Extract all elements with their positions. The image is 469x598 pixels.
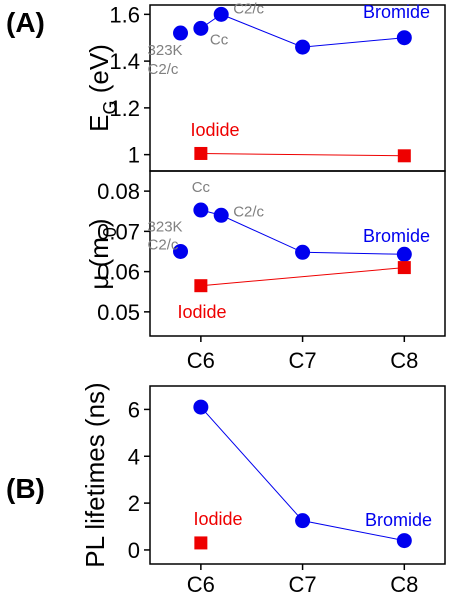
x-tick-label: C6: [187, 572, 215, 597]
bandgap-y-axis-title: EG (eV): [84, 44, 120, 132]
bromide-point: [193, 399, 209, 415]
bromide-line: [200, 209, 405, 255]
bromide-point: [396, 30, 412, 46]
iodide-point: [194, 146, 208, 160]
x-tick-label: C8: [390, 572, 418, 597]
phase-annotation: 323K: [148, 218, 183, 235]
y-tick-label: 0.05: [97, 300, 140, 325]
y-tick-label: 1: [128, 143, 140, 168]
mass-y-axis-title-main: μ (m: [84, 237, 114, 290]
y-tick-label: 1.6: [109, 2, 140, 27]
mass-plot-frame: [149, 170, 446, 337]
y-tick-label: 2: [128, 491, 140, 516]
panel-label-a: (A): [6, 7, 45, 38]
iodide-point: [397, 261, 411, 275]
bromide-point: [396, 533, 412, 549]
bandgap-y-axis-title-sub: G: [100, 100, 120, 114]
bromide-point: [213, 6, 229, 22]
y-tick-label: 0.08: [97, 179, 140, 204]
x-tick-label: C8: [390, 348, 418, 373]
iodide-line: [200, 267, 405, 287]
y-tick-label: 1.4: [109, 49, 140, 74]
y-tick-label: 0.06: [97, 260, 140, 285]
panel-label-b: (B): [6, 473, 45, 504]
x-tick-label: C6: [187, 348, 215, 373]
phase-annotation: 323K: [148, 42, 183, 59]
x-tick-label: C7: [289, 348, 317, 373]
iodide-point: [194, 536, 208, 550]
y-tick-label: 4: [128, 444, 140, 469]
phase-annotation: C2/c: [233, 0, 264, 17]
lifetime-plot: PL lifetimes (ns) 0 2 4 6 C6 C7 C8 Iodide Bromid…: [80, 382, 446, 597]
lifetime-plot-frame: [149, 385, 446, 565]
bromide-point: [173, 243, 189, 259]
phase-annotation: C2/c: [148, 236, 179, 253]
bromide-label: Bromide: [365, 510, 432, 530]
lifetime-y-axis-title: PL lifetimes (ns): [80, 382, 110, 567]
phase-annotation: C2/c: [233, 203, 264, 220]
phase-annotation: C2/c: [148, 61, 179, 78]
bandgap-y-axis-title-main: E: [84, 115, 114, 132]
bromide-point: [295, 244, 311, 260]
bromide-label: Bromide: [363, 226, 430, 246]
mass-y-axis-title-sub: 0: [100, 227, 120, 237]
bromide-point: [193, 202, 209, 218]
iodide-point: [397, 149, 411, 163]
bromide-point: [396, 246, 412, 262]
bromide-point: [295, 513, 311, 529]
iodide-point: [194, 279, 208, 293]
x-tick-label: C7: [289, 572, 317, 597]
iodide-label: Iodide: [190, 120, 239, 140]
iodide-label: Iodide: [193, 509, 242, 529]
iodide-label: Iodide: [177, 302, 226, 322]
y-tick-label: 0.07: [97, 219, 140, 244]
y-tick-label: 0: [128, 538, 140, 563]
bromide-label: Bromide: [363, 2, 430, 22]
bromide-point: [295, 39, 311, 55]
bromide-point: [213, 207, 229, 223]
bandgap-plot: EG (eV) 11.21.41.6 C2/cCc323KC2/cBromideI…: [84, 0, 446, 172]
y-tick-label: 1.2: [109, 96, 140, 121]
bromide-point: [173, 25, 189, 41]
bandgap-y-axis-title-unit: (eV): [84, 44, 114, 100]
phase-annotation: Cc: [210, 31, 229, 48]
phase-annotation: Cc: [192, 179, 211, 196]
mass-y-axis-title: μ (m0): [84, 218, 120, 289]
y-tick-label: 6: [128, 397, 140, 422]
mass-y-axis-title-unit: ): [84, 218, 114, 227]
iodide-line: [200, 152, 405, 157]
bromide-point: [193, 20, 209, 36]
bromide-line: [200, 13, 405, 48]
